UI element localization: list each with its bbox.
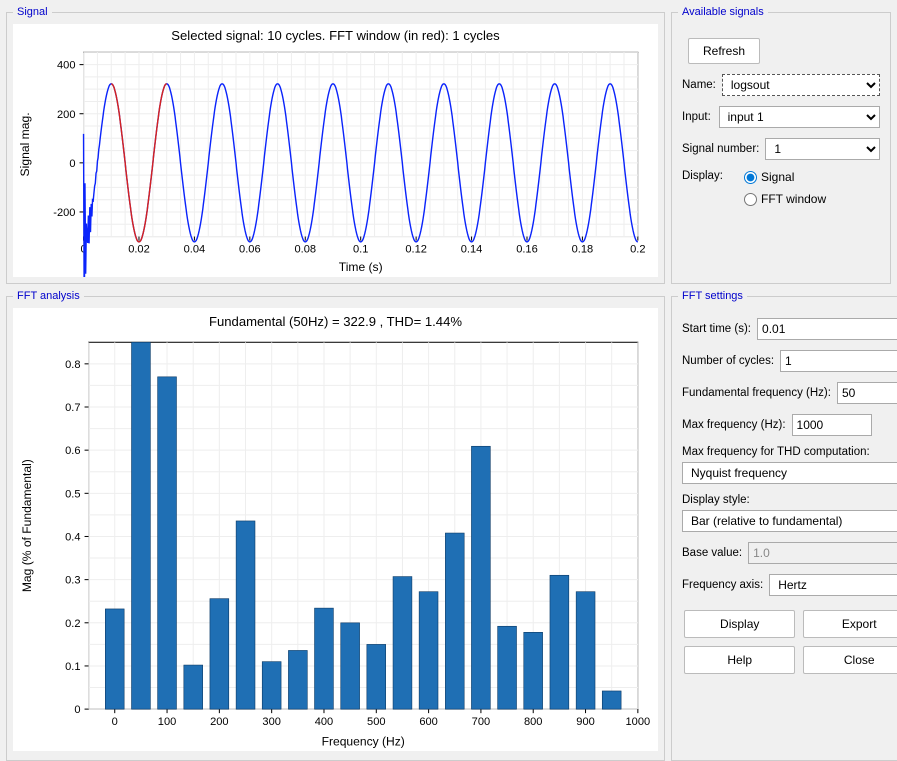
fund-freq-label: Fundamental frequency (Hz): — [682, 387, 831, 399]
thd-max-select[interactable]: Nyquist frequency — [682, 462, 897, 484]
svg-text:0.1: 0.1 — [353, 244, 368, 256]
signal-chart: 0 0.02 0.04 0.06 0.08 0.1 0.12 0.14 0.16 0.18 0.2 -… — [13, 24, 658, 277]
signal-panel: Signal 00.020.040.060.080.10.120.140.160… — [6, 6, 665, 284]
svg-text:0.04: 0.04 — [184, 244, 206, 256]
svg-text:0.06: 0.06 — [239, 244, 261, 256]
max-freq-label: Max frequency (Hz): — [682, 419, 786, 431]
svg-text:0.3: 0.3 — [65, 575, 80, 587]
base-value-input — [748, 542, 897, 564]
close-button[interactable]: Close — [803, 646, 897, 674]
fft-settings-title: FFT settings — [678, 290, 747, 302]
svg-text:0: 0 — [112, 716, 118, 728]
name-select[interactable]: logsout — [722, 74, 880, 96]
svg-text:Signal mag.: Signal mag. — [18, 112, 32, 176]
svg-text:600: 600 — [419, 716, 437, 728]
radio-fft-window-label: FFT window — [761, 192, 826, 206]
svg-text:500: 500 — [367, 716, 385, 728]
svg-text:400: 400 — [57, 60, 75, 72]
base-value-label: Base value: — [682, 547, 742, 559]
svg-text:Fundamental (50Hz) = 322.9 , T: Fundamental (50Hz) = 322.9 , THD= 1.44% — [209, 314, 462, 329]
svg-text:-200: -200 — [53, 207, 75, 219]
svg-text:0: 0 — [74, 704, 80, 716]
radio-fft-window[interactable] — [744, 193, 757, 206]
svg-text:Time (s): Time (s) — [339, 260, 383, 274]
display-style-label: Display style: — [682, 494, 897, 506]
refresh-button[interactable]: Refresh — [688, 38, 760, 64]
svg-text:0.7: 0.7 — [65, 402, 80, 414]
svg-text:100: 100 — [158, 716, 176, 728]
signal-number-label: Signal number: — [682, 143, 759, 155]
svg-text:0.8: 0.8 — [65, 359, 80, 371]
svg-text:0.08: 0.08 — [294, 244, 316, 256]
available-signals-title: Available signals — [678, 6, 768, 18]
freq-axis-label: Frequency axis: — [682, 579, 763, 591]
help-button[interactable]: Help — [684, 646, 795, 674]
svg-text:900: 900 — [576, 716, 594, 728]
svg-text:Mag (% of Fundamental): Mag (% of Fundamental) — [20, 459, 34, 592]
svg-text:0.2: 0.2 — [630, 244, 645, 256]
signal-panel-title: Signal — [13, 6, 52, 18]
svg-text:0.12: 0.12 — [405, 244, 427, 256]
signal-number-select[interactable]: 1 — [765, 138, 880, 160]
display-style-select[interactable]: Bar (relative to fundamental) — [682, 510, 897, 532]
svg-text:300: 300 — [262, 716, 280, 728]
export-button[interactable]: Export — [803, 610, 897, 638]
input-label: Input: — [682, 111, 713, 123]
display-label: Display: — [682, 170, 738, 182]
svg-text:Frequency (Hz): Frequency (Hz) — [322, 734, 405, 748]
freq-axis-select[interactable]: Hertz — [769, 574, 897, 596]
fft-settings-panel: FFT settings Start time (s): Number of c… — [671, 290, 897, 761]
svg-text:800: 800 — [524, 716, 542, 728]
svg-text:Selected signal: 10 cycles. FF: Selected signal: 10 cycles. FFT window (… — [171, 28, 500, 43]
available-signals-panel: Available signals Refresh Name: logsout … — [671, 6, 891, 284]
svg-text:0: 0 — [69, 158, 75, 170]
svg-text:0.6: 0.6 — [65, 445, 80, 457]
svg-text:1000: 1000 — [626, 716, 651, 728]
svg-text:0.1: 0.1 — [65, 661, 80, 673]
svg-text:200: 200 — [210, 716, 228, 728]
svg-text:0.4: 0.4 — [65, 532, 80, 544]
start-time-input[interactable] — [757, 318, 897, 340]
svg-text:0.16: 0.16 — [516, 244, 538, 256]
svg-text:0.5: 0.5 — [65, 488, 80, 500]
svg-text:400: 400 — [315, 716, 333, 728]
fft-analysis-panel: FFT analysis 0 100 200 300 400 500 600 700 800 90… — [6, 290, 665, 761]
fund-freq-input[interactable] — [837, 382, 897, 404]
start-time-label: Start time (s): — [682, 323, 751, 335]
radio-signal[interactable] — [744, 171, 757, 184]
radio-signal-label: Signal — [761, 170, 794, 184]
svg-text:0.18: 0.18 — [572, 244, 594, 256]
name-label: Name: — [682, 79, 716, 91]
svg-text:700: 700 — [472, 716, 490, 728]
fft-analysis-title: FFT analysis — [13, 290, 84, 302]
svg-text:0.02: 0.02 — [128, 244, 150, 256]
display-button[interactable]: Display — [684, 610, 795, 638]
thd-max-label: Max frequency for THD computation: — [682, 446, 897, 458]
svg-text:0.14: 0.14 — [461, 244, 483, 256]
num-cycles-label: Number of cycles: — [682, 355, 774, 367]
svg-text:200: 200 — [57, 109, 75, 121]
num-cycles-input[interactable] — [780, 350, 897, 372]
max-freq-input[interactable] — [792, 414, 872, 436]
svg-text:0.2: 0.2 — [65, 618, 80, 630]
input-select[interactable]: input 1 — [719, 106, 880, 128]
fft-chart: 0 100 200 300 400 500 600 700 800 900 1000 0 0.1 0.2 0… — [13, 308, 658, 751]
